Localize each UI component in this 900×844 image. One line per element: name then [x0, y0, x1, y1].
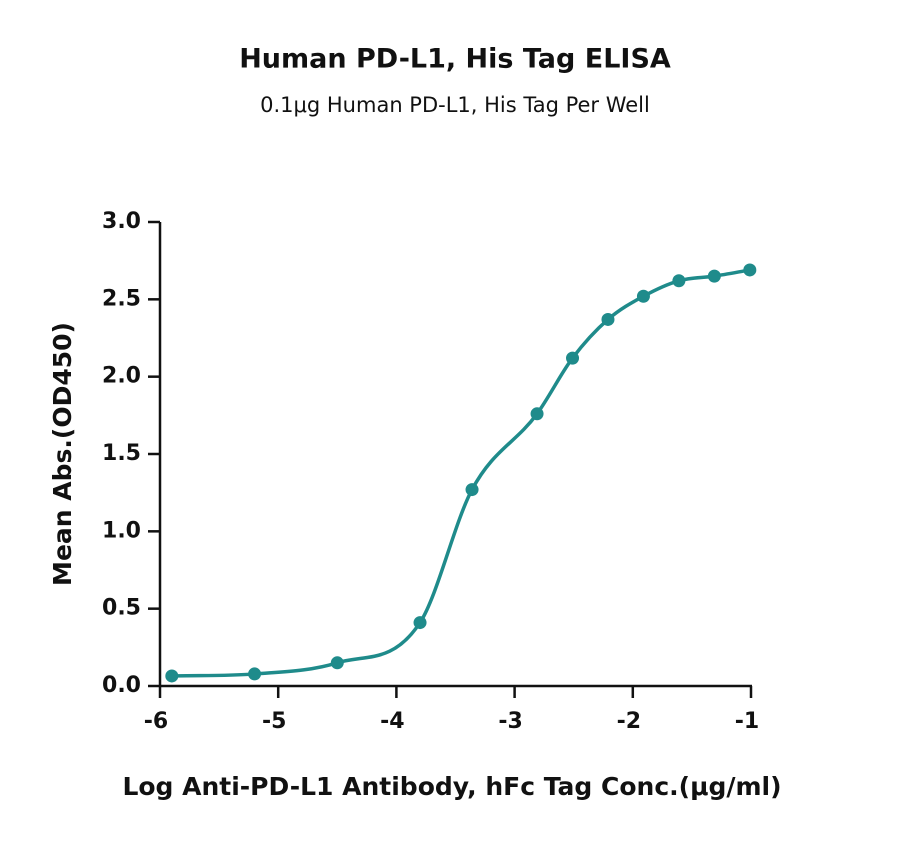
data-point: [248, 667, 262, 681]
data-point: [672, 274, 686, 288]
x-tick-label: -4: [380, 709, 404, 734]
data-point: [601, 312, 615, 326]
y-tick-label: 2.5: [102, 286, 141, 311]
y-tick-label: 3.0: [102, 209, 141, 234]
data-point: [165, 669, 179, 683]
chart-subtitle: 0.1μg Human PD-L1, His Tag Per Well: [260, 93, 650, 117]
x-tick-label: -5: [262, 709, 286, 734]
x-tick-label: -3: [498, 709, 522, 734]
data-point: [707, 269, 721, 283]
data-point: [636, 289, 650, 303]
data-point: [330, 656, 344, 670]
data-point: [465, 483, 479, 497]
x-tick-label: -1: [735, 709, 759, 734]
y-tick-label: 1.5: [102, 441, 141, 466]
y-tick-label: 2.0: [102, 364, 141, 389]
y-axis-label: Mean Abs.(OD450): [48, 322, 77, 586]
data-point: [566, 351, 580, 365]
data-point: [743, 263, 757, 277]
y-tick-label: 0.5: [102, 596, 141, 621]
y-tick-label: 0.0: [102, 673, 141, 698]
x-axis-label: Log Anti-PD-L1 Antibody, hFc Tag Conc.(μ…: [122, 772, 781, 801]
y-tick-label: 1.0: [102, 518, 141, 543]
x-tick-label: -6: [144, 709, 168, 734]
data-point: [530, 407, 544, 421]
x-tick-label: -2: [617, 709, 641, 734]
fit-curve: [171, 268, 751, 678]
data-point: [413, 616, 427, 630]
chart-title: Human PD-L1, His Tag ELISA: [239, 44, 671, 75]
